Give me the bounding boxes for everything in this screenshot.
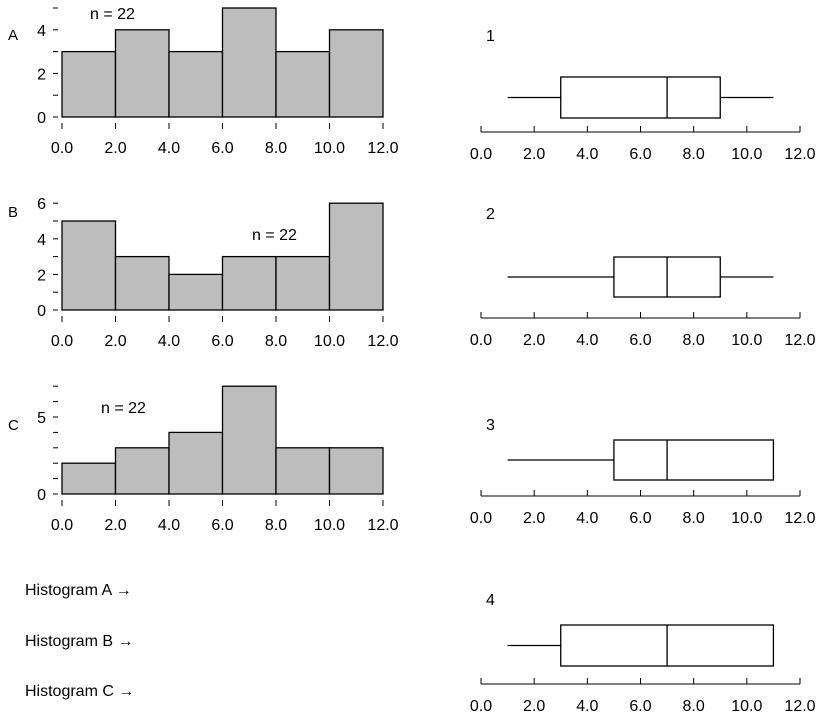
x-tick-label: 8.0 xyxy=(265,333,287,350)
histogram-bar xyxy=(275,50,331,118)
x-tick-label: 12.0 xyxy=(784,146,815,163)
x-tick-label: 8.0 xyxy=(683,698,705,715)
x-tick-label: 4.0 xyxy=(576,332,598,349)
x-tick-label: 0.0 xyxy=(51,140,73,157)
x-tick-label: 12.0 xyxy=(367,333,398,350)
x-tick-label: 4.0 xyxy=(576,698,598,715)
sample-size-annotation: n = 22 xyxy=(101,400,146,417)
x-tick-label: 8.0 xyxy=(683,146,705,163)
x-tick-label: 12.0 xyxy=(784,332,815,349)
arrow-icon: → xyxy=(115,582,132,599)
x-tick-label: 0.0 xyxy=(470,146,492,163)
x-tick-label: 0.0 xyxy=(51,333,73,350)
x-tick-label: 12.0 xyxy=(784,698,815,715)
x-tick-label: 6.0 xyxy=(629,332,651,349)
x-tick-label: 2.0 xyxy=(523,510,545,527)
histogram-bar xyxy=(275,447,331,495)
histogram-bar xyxy=(114,255,170,311)
arrow-icon: → xyxy=(117,633,134,650)
x-tick-label: 4.0 xyxy=(576,146,598,163)
y-tick-label: 5 xyxy=(37,410,46,427)
histogram-title: A xyxy=(8,27,18,44)
x-tick-label: 0.0 xyxy=(470,698,492,715)
boxplot-title: 1 xyxy=(486,28,495,45)
y-tick-label: 6 xyxy=(37,196,46,213)
x-tick-label: 4.0 xyxy=(576,510,598,527)
histogram-bar xyxy=(275,255,331,311)
match-text-c: Histogram C xyxy=(25,683,114,700)
y-tick-label: 2 xyxy=(37,267,46,284)
match-text-b: Histogram B xyxy=(25,633,114,650)
x-tick-label: 0.0 xyxy=(470,510,492,527)
boxplot-title: 3 xyxy=(486,417,495,434)
x-tick-label: 6.0 xyxy=(629,146,651,163)
match-label-c: Histogram C → xyxy=(25,683,134,701)
x-tick-label: 12.0 xyxy=(367,517,398,534)
x-tick-label: 6.0 xyxy=(211,140,233,157)
x-tick-label: 6.0 xyxy=(629,698,651,715)
sample-size-annotation: n = 22 xyxy=(90,6,135,23)
x-tick-label: 2.0 xyxy=(523,332,545,349)
x-tick-label: 10.0 xyxy=(731,146,762,163)
x-tick-label: 8.0 xyxy=(265,517,287,534)
histogram-bar xyxy=(114,447,170,495)
box xyxy=(560,76,721,119)
histogram-bar xyxy=(328,202,384,311)
x-tick-label: 4.0 xyxy=(158,140,180,157)
box xyxy=(613,439,775,481)
histogram-bar xyxy=(61,50,117,118)
y-tick-label: 0 xyxy=(37,110,46,127)
histogram-bar xyxy=(61,462,117,495)
x-tick-label: 8.0 xyxy=(265,140,287,157)
x-tick-label: 6.0 xyxy=(211,333,233,350)
match-label-b: Histogram B → xyxy=(25,633,133,651)
match-label-a: Histogram A → xyxy=(25,582,132,600)
boxplot-title: 2 xyxy=(486,206,495,223)
histogram-bar xyxy=(168,273,224,311)
x-tick-label: 8.0 xyxy=(683,332,705,349)
histogram-bar xyxy=(221,385,277,495)
histogram-bar xyxy=(168,431,224,495)
sample-size-annotation: n = 22 xyxy=(252,227,297,244)
y-tick-label: 0 xyxy=(37,487,46,504)
x-tick-label: 10.0 xyxy=(314,140,345,157)
x-tick-label: 2.0 xyxy=(104,333,126,350)
x-tick-label: 2.0 xyxy=(104,517,126,534)
x-tick-label: 4.0 xyxy=(158,517,180,534)
x-tick-label: 2.0 xyxy=(523,146,545,163)
histogram-bar xyxy=(61,220,117,311)
histogram-bar xyxy=(221,7,277,118)
x-tick-label: 10.0 xyxy=(731,332,762,349)
histogram-bar xyxy=(221,255,277,311)
y-tick-label: 2 xyxy=(37,66,46,83)
histogram-title: C xyxy=(8,417,19,434)
x-tick-label: 8.0 xyxy=(683,510,705,527)
match-text-a: Histogram A xyxy=(25,582,112,599)
histogram-bar xyxy=(168,50,224,118)
x-tick-label: 0.0 xyxy=(470,332,492,349)
y-tick-label: 4 xyxy=(37,23,46,40)
x-tick-label: 10.0 xyxy=(731,698,762,715)
x-tick-label: 0.0 xyxy=(51,517,73,534)
x-tick-label: 10.0 xyxy=(314,517,345,534)
x-tick-label: 4.0 xyxy=(158,333,180,350)
y-tick-label: 0 xyxy=(37,303,46,320)
x-tick-label: 12.0 xyxy=(784,510,815,527)
y-tick-label: 4 xyxy=(37,232,46,249)
histogram-title: B xyxy=(8,204,18,221)
histogram-bar xyxy=(328,29,384,118)
x-tick-label: 12.0 xyxy=(367,140,398,157)
x-tick-label: 2.0 xyxy=(523,698,545,715)
x-tick-label: 10.0 xyxy=(314,333,345,350)
x-tick-label: 10.0 xyxy=(731,510,762,527)
boxplot-title: 4 xyxy=(486,592,495,609)
x-tick-label: 2.0 xyxy=(104,140,126,157)
histogram-bar xyxy=(328,447,384,495)
x-tick-label: 6.0 xyxy=(629,510,651,527)
arrow-icon: → xyxy=(118,683,135,700)
x-tick-label: 6.0 xyxy=(211,517,233,534)
histogram-bar xyxy=(114,29,170,118)
